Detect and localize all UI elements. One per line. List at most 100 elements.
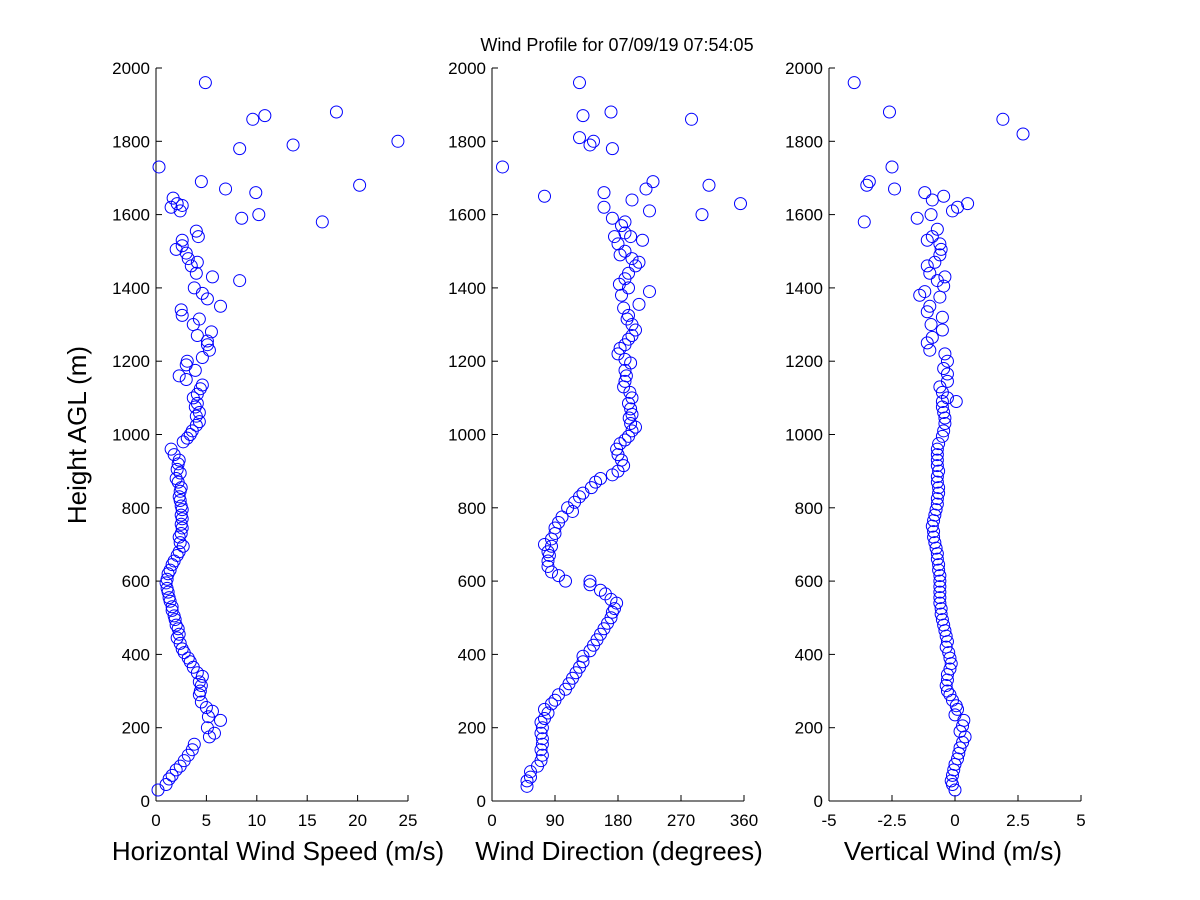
data-point — [923, 299, 937, 313]
data-point — [164, 442, 178, 456]
data-point — [613, 437, 627, 451]
data-point — [734, 197, 747, 211]
data-point — [194, 175, 208, 189]
data-point — [175, 239, 189, 253]
x-axis-label-horizontal-wind-speed: Horizontal Wind Speed (m/s) — [112, 836, 444, 866]
data-point — [191, 230, 205, 244]
y-tick-label: 600 — [795, 572, 823, 591]
data-point — [160, 581, 174, 595]
data-point — [173, 536, 187, 550]
data-point — [180, 354, 194, 368]
data-point — [169, 618, 183, 632]
data-point — [943, 662, 957, 676]
data-point — [189, 266, 203, 280]
data-point — [930, 492, 944, 506]
y-tick-label: 1600 — [785, 206, 823, 225]
data-point — [953, 741, 967, 755]
data-point — [584, 481, 598, 495]
data-point — [534, 715, 548, 729]
y-tick-label: 1200 — [448, 352, 486, 371]
data-point — [545, 697, 558, 711]
data-point — [927, 530, 941, 544]
x-tick-label: 5 — [1076, 811, 1085, 830]
data-point — [951, 200, 965, 214]
data-point — [930, 497, 944, 511]
data-point — [935, 323, 949, 337]
data-point — [930, 459, 944, 473]
data-point — [175, 233, 189, 247]
data-point — [632, 255, 646, 269]
y-tick-label: 800 — [458, 499, 486, 518]
data-point — [171, 475, 185, 489]
data-point — [938, 347, 952, 361]
y-tick-label: 1600 — [112, 206, 150, 225]
data-point — [685, 112, 698, 126]
data-point — [932, 464, 946, 478]
data-point — [888, 182, 902, 196]
data-point — [188, 400, 202, 414]
data-point — [193, 382, 207, 396]
data-point — [624, 230, 638, 244]
data-point — [286, 138, 300, 152]
x-tick-label: 180 — [604, 811, 632, 830]
data-point — [496, 160, 509, 174]
panel-wind-direction: Wind Direction (degrees) 0 200 400 600 800 10… — [448, 59, 763, 866]
data-point — [172, 369, 186, 383]
data-point — [882, 105, 896, 119]
data-point — [937, 189, 951, 203]
data-point — [624, 417, 638, 431]
data-point — [943, 688, 957, 702]
data-point — [932, 558, 946, 572]
data-point — [935, 429, 949, 443]
data-point — [541, 554, 555, 568]
x-tick-label: 10 — [247, 811, 266, 830]
data-point — [573, 490, 586, 504]
data-point — [594, 583, 607, 597]
data-point — [583, 138, 597, 152]
data-point — [646, 175, 660, 189]
data-point — [618, 215, 632, 229]
data-point — [534, 743, 548, 757]
data-point — [189, 418, 203, 432]
data-point — [618, 244, 632, 258]
y-tick-label: 200 — [795, 719, 823, 738]
data-point — [622, 308, 635, 322]
data-point — [618, 433, 632, 447]
y-axis-label: Height AGL (m) — [62, 346, 92, 524]
figure-title: Wind Profile for 07/09/19 07:54:05 — [480, 35, 753, 55]
data-point — [315, 215, 329, 229]
data-point — [233, 274, 247, 288]
data-point — [923, 266, 937, 280]
data-point — [576, 655, 590, 669]
data-point — [622, 411, 636, 425]
data-point — [857, 215, 871, 229]
data-point — [940, 374, 954, 388]
data-point — [948, 708, 962, 722]
data-point — [608, 602, 621, 616]
data-point — [576, 109, 590, 123]
data-point — [258, 109, 272, 123]
data-point — [172, 490, 186, 504]
y-tick-label: 400 — [458, 645, 486, 664]
x-tick-label: 0 — [487, 811, 496, 830]
data-point — [174, 508, 188, 522]
data-point — [200, 721, 214, 735]
data-point — [934, 607, 948, 621]
x-tick-label: 5 — [202, 811, 211, 830]
x-tick-label: 0 — [950, 811, 959, 830]
data-point — [930, 442, 944, 456]
x-tick-label: 360 — [730, 811, 758, 830]
data-point — [937, 424, 951, 438]
data-point — [933, 290, 947, 304]
data-point — [949, 395, 963, 409]
data-point — [613, 341, 627, 355]
data-point — [625, 193, 639, 207]
data-point — [918, 285, 932, 299]
data-point — [860, 178, 874, 192]
y-tick-label: 0 — [477, 792, 486, 811]
data-point — [176, 539, 190, 553]
y-tick-label: 200 — [122, 719, 150, 738]
data-point — [925, 193, 939, 207]
x-axis-label-vertical-wind: Vertical Wind (m/s) — [844, 836, 1062, 866]
data-point — [617, 301, 631, 315]
